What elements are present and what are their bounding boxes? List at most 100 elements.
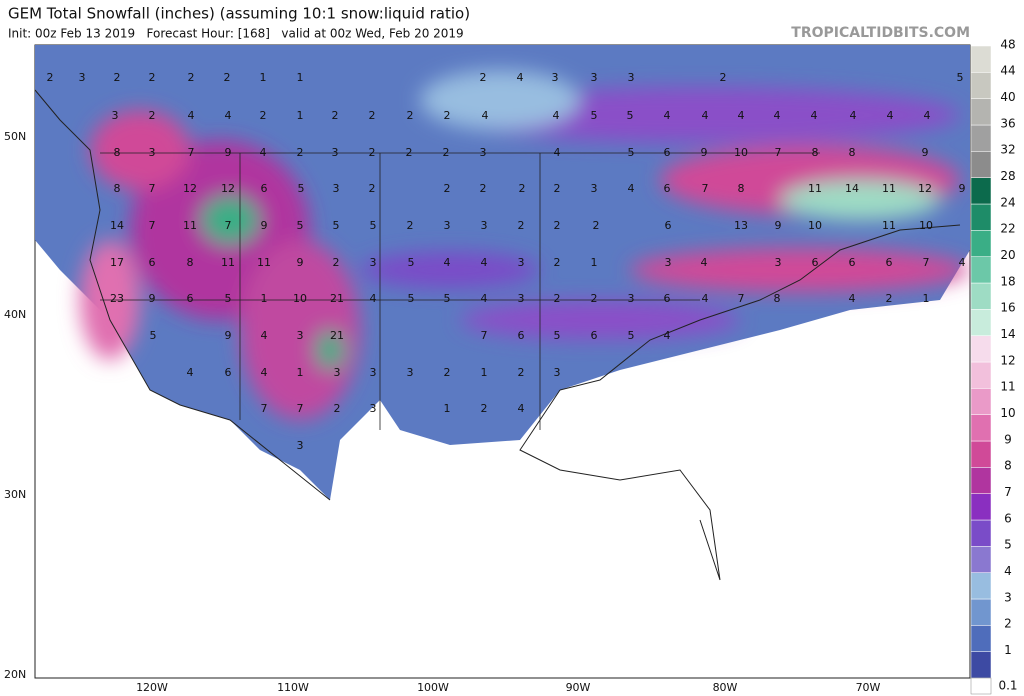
snowfall-label: 9 [225, 146, 232, 159]
snowfall-label: 4 [924, 109, 931, 122]
colorbar-label: 28 [1000, 169, 1015, 183]
lat-label: 50N [4, 130, 26, 143]
snowfall-label: 11 [882, 182, 896, 195]
colorbar-label: 12 [1000, 353, 1015, 367]
snowfall-label: 5 [444, 292, 451, 305]
snowfall-label: 2 [591, 292, 598, 305]
colorbar-label: 11 [1000, 380, 1015, 394]
colorbar-label: 3 [1004, 590, 1012, 604]
colorbar-label: 8 [1004, 459, 1012, 473]
snowfall-label: 3 [332, 146, 339, 159]
snowfall-label: 11 [882, 219, 896, 232]
lon-label: 100W [417, 681, 449, 694]
colorbar-label: 5 [1004, 538, 1012, 552]
snowfall-label: 2 [224, 71, 231, 84]
snowfall-label: 2 [260, 109, 267, 122]
snowfall-label: 3 [480, 146, 487, 159]
snowfall-label: 4 [225, 109, 232, 122]
snowfall-label: 4 [481, 256, 488, 269]
snowfall-label: 2 [47, 71, 54, 84]
snowfall-label: 7 [149, 219, 156, 232]
snowfall-label: 4 [849, 292, 856, 305]
snowfall-label: 5 [333, 219, 340, 232]
colorbar-label: 4 [1004, 564, 1012, 578]
snowfall-label: 2 [369, 109, 376, 122]
snowfall-label: 3 [665, 256, 672, 269]
colorbar-cell [970, 177, 992, 205]
snowfall-label: 2 [297, 146, 304, 159]
map-background [34, 44, 971, 679]
snowfall-label: 2 [886, 292, 893, 305]
lat-label: 20N [4, 668, 26, 681]
snowfall-label: 5 [628, 146, 635, 159]
snowfall-label: 11 [257, 256, 271, 269]
snowfall-label: 6 [225, 366, 232, 379]
snowfall-label: 4 [481, 292, 488, 305]
snowfall-label: 8 [812, 146, 819, 159]
colorbar-cell [970, 598, 992, 626]
colorbar-label: 16 [1000, 301, 1015, 315]
snowfall-label: 7 [297, 402, 304, 415]
snowfall-label: 9 [775, 219, 782, 232]
snowfall-label: 4 [260, 146, 267, 159]
snowfall-label: 3 [628, 71, 635, 84]
snowfall-label: 4 [628, 182, 635, 195]
snowfall-label: 2 [149, 109, 156, 122]
colorbar-cell [970, 309, 992, 336]
snowfall-label: 10 [808, 219, 822, 232]
snowfall-label: 4 [702, 109, 709, 122]
colorbar-cell [970, 651, 992, 679]
snowfall-label: 4 [664, 329, 671, 342]
snowfall-label: 2 [369, 146, 376, 159]
snowfall-label: 2 [444, 366, 451, 379]
snowfall-label: 5 [225, 292, 232, 305]
snowfall-label: 4 [850, 109, 857, 122]
snowfall-label: 6 [261, 182, 268, 195]
snowfall-label: 7 [149, 182, 156, 195]
snowfall-label: 3 [518, 256, 525, 269]
snowfall-label: 9 [297, 256, 304, 269]
snowfall-label: 14 [110, 219, 124, 232]
snowfall-label: 4 [738, 109, 745, 122]
colorbar-label: 14 [1000, 327, 1015, 341]
snowfall-label: 5 [628, 329, 635, 342]
snowfall-label: 6 [591, 329, 598, 342]
snowfall-label: 6 [149, 256, 156, 269]
lon-label: 70W [856, 681, 881, 694]
snowfall-label: 3 [554, 366, 561, 379]
snowfall-label: 3 [481, 219, 488, 232]
colorbar-cell [970, 493, 992, 521]
snowfall-label: 2 [444, 182, 451, 195]
snowfall-label: 4 [774, 109, 781, 122]
colorbar-label: 1 [1004, 643, 1012, 657]
colorbar-cell [970, 440, 992, 468]
axis-labels: 50N 40N 30N 20N 120W 110W 100W 90W 80W 70W [4, 130, 881, 694]
colorbar-label: 10 [1000, 406, 1015, 420]
snowfall-label: 1 [297, 366, 304, 379]
snowfall-label: 5 [298, 182, 305, 195]
snowfall-label: 2 [369, 182, 376, 195]
snowfall-label: 2 [554, 292, 561, 305]
snowfall-label: 3 [552, 71, 559, 84]
snowfall-label: 4 [261, 366, 268, 379]
colorbar-cell [970, 282, 992, 310]
snowfall-label: 12 [918, 182, 932, 195]
snowfall-label: 2 [481, 402, 488, 415]
snowfall-label: 5 [554, 329, 561, 342]
colorbar-label: 7 [1004, 485, 1012, 499]
snowfall-label: 9 [225, 329, 232, 342]
snowfall-label: 3 [518, 292, 525, 305]
map-labels: 2 3 2 2 2 2 1 1 2 4 3 3 3 2 53 2 4 4 2 1 2 2 2 2 4 4 5 5 4 4 4 4 4 4 4 48 3 7… [47, 71, 966, 452]
snowfall-label: 3 [775, 256, 782, 269]
colorbar-cell [970, 45, 992, 73]
snowfall-label: 6 [812, 256, 819, 269]
snowfall-label: 2 [407, 109, 414, 122]
snowfall-label: 10 [919, 219, 933, 232]
snowfall-label: 2 [720, 71, 727, 84]
snowfall-label: 2 [519, 182, 526, 195]
snowfall-label: 3 [591, 71, 598, 84]
snowfall-label: 3 [628, 292, 635, 305]
snowfall-label: 6 [664, 182, 671, 195]
